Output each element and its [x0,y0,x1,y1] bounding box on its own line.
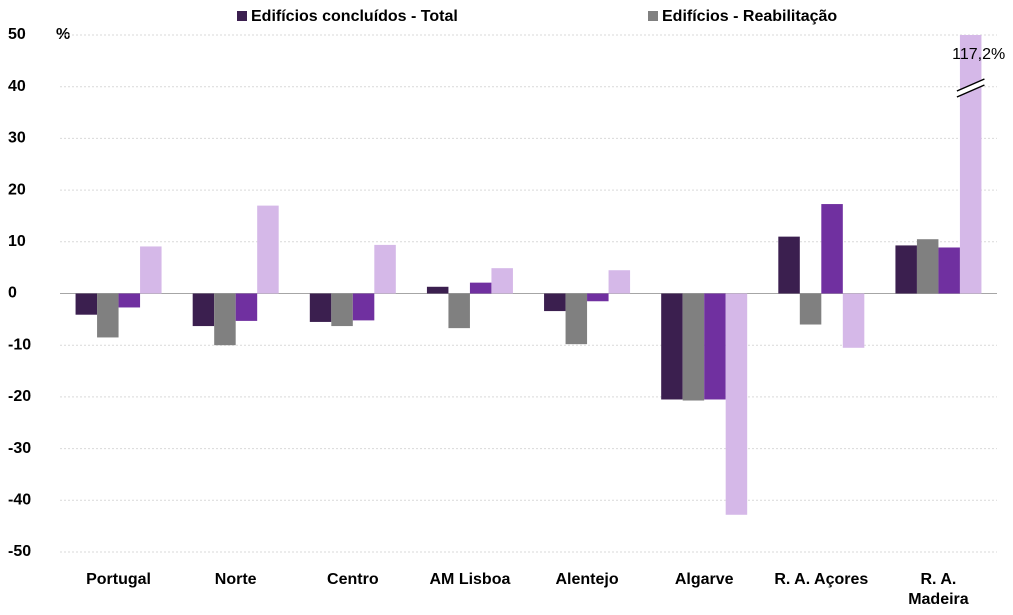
bar [374,244,396,294]
y-tick-label: 40 [8,78,26,95]
y-tick-label: 30 [8,130,26,147]
bar [778,236,800,294]
legend-swatch [648,11,658,21]
bar [309,293,332,322]
bar [565,293,588,345]
x-tick-label: AM Lisboa [429,571,511,588]
bar [118,293,141,308]
bar [938,247,960,294]
x-tick-label: Portugal [86,571,151,588]
bar [352,293,375,321]
value-label: 117,2% [952,46,1005,63]
x-tick-label: Alentejo [555,571,619,588]
bar [608,270,631,294]
y-tick-label: -20 [8,388,31,405]
bar [235,293,258,321]
y-tick-label: 20 [8,181,26,198]
bar [799,293,822,325]
y-tick-label: -10 [8,336,31,353]
legend-label: Edifícios concluídos - Total [251,8,458,25]
x-tick-label: R. A. Madeira [908,571,969,608]
x-tick-label: Norte [214,571,257,588]
x-tick-label: Centro [327,571,379,588]
bar [331,293,353,327]
axis-break-line [956,84,985,98]
bar [214,293,236,346]
y-tick-label: 0 [8,285,17,302]
y-tick-label: -50 [8,543,31,560]
bar [97,293,119,338]
bar [916,239,939,294]
bar [682,293,705,401]
bar [959,35,982,294]
bar [821,204,843,294]
bar [587,293,609,302]
bar [469,282,492,294]
bar [895,245,917,294]
bar [448,293,470,329]
legend-swatch [237,11,247,21]
y-axis-label: % [56,26,70,43]
bar [192,293,215,327]
bar [725,293,748,515]
bar [544,293,566,312]
y-tick-label: -40 [8,492,31,509]
x-tick-label: Algarve [674,571,734,588]
x-tick-label: R. A. Açores [774,571,869,588]
bar [426,286,449,294]
bar [842,293,865,348]
bar [75,293,98,315]
bar [257,205,279,294]
axis-break-line [956,78,985,92]
bar [704,293,726,400]
y-tick-label: 10 [8,233,26,250]
bar [661,293,683,400]
bar [491,268,513,294]
y-tick-label: 50 [8,26,26,43]
axis-break [956,79,985,97]
legend-label: Edifícios - Reabilitação [662,8,837,25]
y-tick-label: -30 [8,440,31,457]
bar [140,246,162,294]
